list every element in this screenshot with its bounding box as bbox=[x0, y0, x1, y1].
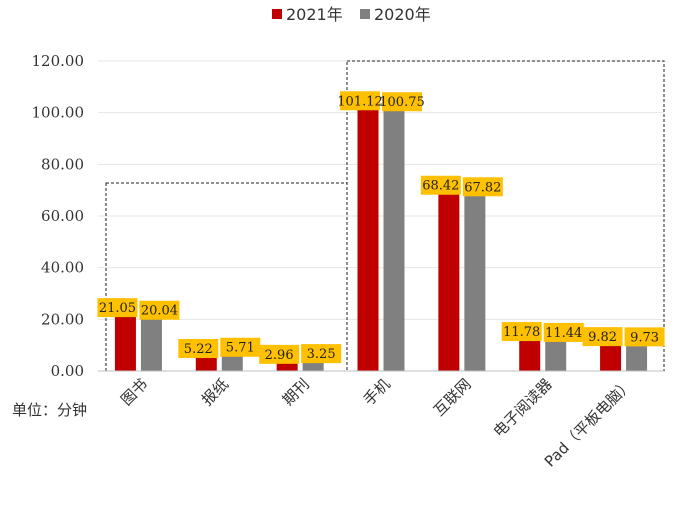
data-label: 2.96 bbox=[259, 344, 300, 364]
legend-label: 2021年 bbox=[286, 5, 343, 24]
data-label-bg bbox=[420, 175, 461, 195]
bar bbox=[545, 341, 567, 371]
data-label: 68.42 bbox=[420, 175, 461, 195]
legend-item: 2020年 bbox=[360, 5, 431, 24]
data-label-text: 101.12 bbox=[337, 94, 383, 109]
bar bbox=[464, 195, 486, 371]
data-label-text: 11.44 bbox=[545, 326, 582, 341]
data-label-text: 20.04 bbox=[141, 304, 178, 319]
data-label-text: 21.05 bbox=[99, 301, 136, 316]
unit-label: 单位：分钟 bbox=[12, 401, 87, 419]
data-label-bg bbox=[139, 300, 180, 320]
bar bbox=[383, 110, 405, 372]
data-label-text: 11.78 bbox=[503, 325, 540, 340]
category-label: Pad（平板电脑） bbox=[541, 375, 637, 471]
category-label: 图书 bbox=[117, 375, 151, 409]
bar bbox=[195, 357, 217, 371]
legend-item: 2021年 bbox=[272, 5, 343, 24]
data-label-bg bbox=[301, 344, 342, 364]
bar bbox=[438, 194, 460, 371]
data-label-bg bbox=[340, 91, 380, 111]
data-label: 5.22 bbox=[178, 339, 219, 359]
data-label: 9.82 bbox=[582, 327, 623, 347]
data-label-bg bbox=[97, 298, 138, 318]
data-label-text: 5.71 bbox=[226, 341, 255, 356]
bar bbox=[302, 362, 324, 371]
data-label-bg bbox=[501, 322, 542, 342]
data-label-bg bbox=[624, 327, 665, 347]
data-label-bg bbox=[582, 327, 623, 347]
data-label: 3.25 bbox=[301, 344, 342, 364]
category-label: 期刊 bbox=[279, 375, 313, 409]
data-label: 21.05 bbox=[97, 298, 138, 318]
legend-label: 2020年 bbox=[374, 5, 431, 24]
y-tick-label: 100.00 bbox=[32, 104, 85, 122]
data-label-text: 9.82 bbox=[588, 330, 617, 345]
data-label: 67.82 bbox=[462, 177, 503, 197]
data-label-text: 3.25 bbox=[307, 347, 336, 362]
y-tick-label: 80.00 bbox=[41, 155, 84, 173]
bar bbox=[276, 363, 298, 371]
data-label-text: 2.96 bbox=[265, 348, 294, 363]
y-tick-label: 0.00 bbox=[51, 362, 84, 380]
category-label: 互联网 bbox=[430, 375, 475, 420]
category-label: 报纸 bbox=[198, 375, 232, 409]
data-label-bg bbox=[178, 339, 219, 359]
data-label-bg bbox=[220, 337, 261, 357]
bar bbox=[626, 345, 648, 371]
category-label: 手机 bbox=[360, 375, 394, 409]
bars bbox=[114, 109, 648, 372]
data-label: 20.04 bbox=[139, 300, 180, 320]
legend-swatch bbox=[360, 9, 370, 19]
bar bbox=[600, 345, 622, 371]
data-label: 11.44 bbox=[543, 322, 584, 342]
data-label-text: 5.22 bbox=[184, 342, 213, 357]
y-tick-label: 40.00 bbox=[41, 259, 84, 277]
bar bbox=[221, 356, 243, 371]
gridlines bbox=[98, 60, 664, 320]
data-label: 101.12 bbox=[337, 91, 383, 111]
data-label: 9.73 bbox=[624, 327, 665, 347]
bar bbox=[140, 319, 162, 371]
legend: 2021年 2020年 bbox=[272, 5, 431, 24]
bar bbox=[114, 316, 136, 371]
data-label: 100.75 bbox=[379, 92, 425, 112]
legend-swatch bbox=[272, 9, 282, 19]
data-label-bg bbox=[259, 344, 300, 364]
data-label-text: 9.73 bbox=[630, 330, 659, 345]
data-label: 11.78 bbox=[501, 322, 542, 342]
data-label-bg bbox=[543, 322, 584, 342]
data-label-text: 100.75 bbox=[379, 95, 425, 110]
axes: 0.00 20.00 40.00 60.00 80.00 100.00 120.00 图书 报纸… bbox=[32, 52, 664, 471]
data-label-text: 67.82 bbox=[464, 180, 501, 195]
category-label: 电子阅读器 bbox=[490, 375, 556, 441]
data-label-bg bbox=[462, 177, 503, 197]
bar bbox=[519, 340, 541, 371]
y-tick-label: 60.00 bbox=[41, 207, 84, 225]
bar bbox=[357, 109, 379, 372]
y-tick-label: 120.00 bbox=[32, 52, 85, 70]
y-tick-label: 20.00 bbox=[41, 310, 84, 328]
data-label-bg bbox=[382, 92, 422, 112]
data-label: 5.71 bbox=[220, 337, 261, 357]
data-label-text: 68.42 bbox=[422, 179, 459, 194]
